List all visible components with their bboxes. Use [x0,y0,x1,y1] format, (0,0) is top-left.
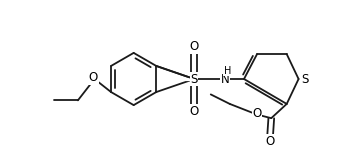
Text: O: O [89,71,98,84]
Text: H: H [224,66,231,76]
Text: N: N [221,73,229,85]
Text: S: S [301,73,309,85]
Text: S: S [190,73,198,85]
Text: O: O [190,105,199,118]
Text: O: O [266,135,275,148]
Text: O: O [252,107,262,120]
Text: O: O [190,40,199,53]
